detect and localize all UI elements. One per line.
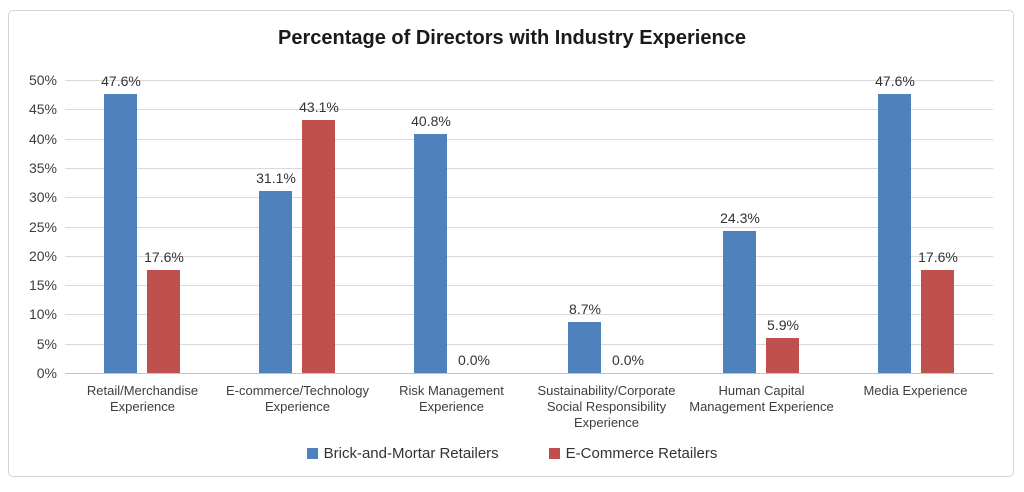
chart-border [8, 10, 1014, 477]
legend-label: Brick-and-Mortar Retailers [323, 445, 499, 462]
data-label-e-commerce-retailers: 43.1% [299, 99, 339, 115]
gridline [65, 256, 993, 257]
bar-brick-and-mortar-retailers [723, 231, 756, 373]
bar-brick-and-mortar-retailers [568, 322, 601, 373]
data-label-e-commerce-retailers: 17.6% [918, 249, 958, 265]
data-label-brick-and-mortar-retailers: 40.8% [411, 113, 451, 129]
y-tick-label: 15% [28, 277, 57, 293]
legend: Brick-and-Mortar Retailers E-Commerce Ret… [0, 445, 1024, 462]
legend-item-e-commerce-retailers: E-Commerce Retailers [548, 445, 718, 462]
legend-item-brick-and-mortar-retailers: Brick-and-Mortar Retailers [306, 445, 499, 462]
category-label-e-commerce-technology-experience: E-commerce/Technology Experience [225, 383, 370, 414]
bar-brick-and-mortar-retailers [104, 94, 137, 373]
bar-e-commerce-retailers [766, 338, 799, 373]
legend-label: E-Commerce Retailers [565, 445, 718, 462]
gridline [65, 344, 993, 345]
data-label-e-commerce-retailers: 17.6% [144, 249, 184, 265]
bar-e-commerce-retailers [921, 270, 954, 373]
gridline [65, 285, 993, 286]
category-label-media-experience: Media Experience [863, 383, 968, 398]
bar-brick-and-mortar-retailers [414, 134, 447, 373]
y-tick-label: 10% [28, 306, 57, 322]
gridline [65, 227, 993, 228]
data-label-brick-and-mortar-retailers: 24.3% [720, 210, 760, 226]
gridline [65, 139, 993, 140]
data-label-brick-and-mortar-retailers: 8.7% [569, 301, 601, 317]
data-label-e-commerce-retailers: 0.0% [612, 352, 644, 368]
y-tick-label: 25% [28, 219, 57, 235]
data-label-e-commerce-retailers: 5.9% [767, 317, 799, 333]
legend-swatch-icon [306, 448, 318, 459]
chart-title: Percentage of Directors with Industry Ex… [278, 27, 746, 49]
data-label-brick-and-mortar-retailers: 31.1% [256, 170, 296, 186]
gridline [65, 197, 993, 198]
category-label-human-capital-management-experience: Human Capital Management Experience [689, 383, 834, 414]
bar-brick-and-mortar-retailers [878, 94, 911, 373]
legend-swatch-icon [548, 448, 560, 459]
x-axis-line [65, 373, 993, 374]
bar-e-commerce-retailers [302, 120, 335, 373]
gridline [65, 314, 993, 315]
category-label-sustainability-corporate-social-responsibility-experience: Sustainability/Corporate Social Responsi… [537, 383, 676, 430]
y-tick-label: 50% [28, 72, 57, 88]
gridline [65, 168, 993, 169]
category-label-risk-management-experience: Risk Management Experience [399, 383, 504, 414]
gridline [65, 80, 993, 81]
y-tick-label: 5% [36, 336, 57, 352]
data-label-brick-and-mortar-retailers: 47.6% [875, 73, 915, 89]
y-tick-label: 20% [28, 248, 57, 264]
gridline [65, 109, 993, 110]
bar-e-commerce-retailers [147, 270, 180, 373]
y-tick-label: 45% [28, 101, 57, 117]
y-tick-label: 0% [36, 365, 57, 381]
data-label-brick-and-mortar-retailers: 47.6% [101, 73, 141, 89]
data-label-e-commerce-retailers: 0.0% [458, 352, 490, 368]
bar-brick-and-mortar-retailers [259, 191, 292, 373]
y-tick-label: 40% [28, 131, 57, 147]
y-tick-label: 35% [28, 160, 57, 176]
y-tick-label: 30% [28, 189, 57, 205]
category-label-retail-merchandise-experience: Retail/Merchandise Experience [86, 383, 199, 414]
